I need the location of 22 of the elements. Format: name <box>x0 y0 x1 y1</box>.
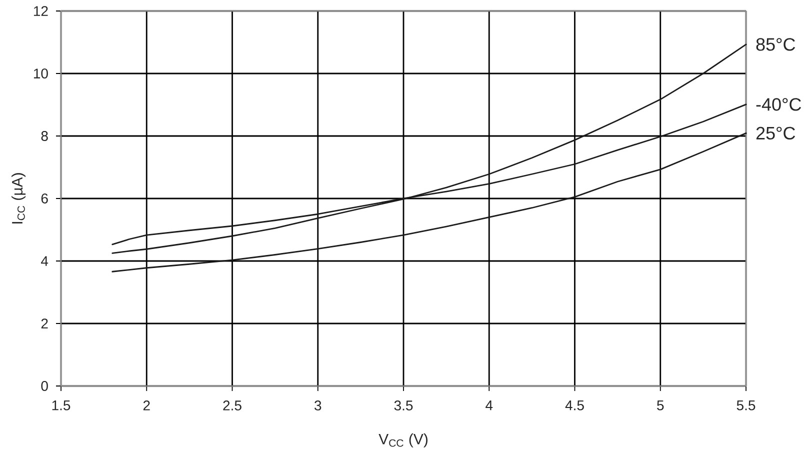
x-tick-label: 3.5 <box>394 400 413 410</box>
y-tick-label: 8 <box>41 131 48 141</box>
y-tick-label: 4 <box>41 256 48 266</box>
x-tick-label: 4 <box>486 400 493 410</box>
x-tick-label: 2.5 <box>223 400 242 410</box>
x-tick-label: 5.5 <box>736 400 756 410</box>
y-tick-label: 6 <box>41 194 48 204</box>
x-tick-label: 1.5 <box>52 400 70 410</box>
series-label: -40°C <box>756 98 802 111</box>
series-label: 25°C <box>756 126 796 140</box>
y-axis-title: I$_{CC}$ (µA) <box>12 173 26 224</box>
x-axis-title: V$_{CC}$ (V) <box>378 433 428 448</box>
y-tick-label: 10 <box>34 68 48 78</box>
y-tick-label: 0 <box>41 381 48 391</box>
y-tick-label: 12 <box>34 6 48 16</box>
line-series <box>112 44 747 254</box>
y-tick-label: 2 <box>41 318 48 328</box>
x-tick-label: 4.5 <box>565 400 584 410</box>
x-tick-label: 5 <box>657 400 664 410</box>
series-label: 85°C <box>756 38 796 51</box>
x-tick-label: 2 <box>143 400 150 410</box>
x-tick-label: 3 <box>314 400 322 410</box>
